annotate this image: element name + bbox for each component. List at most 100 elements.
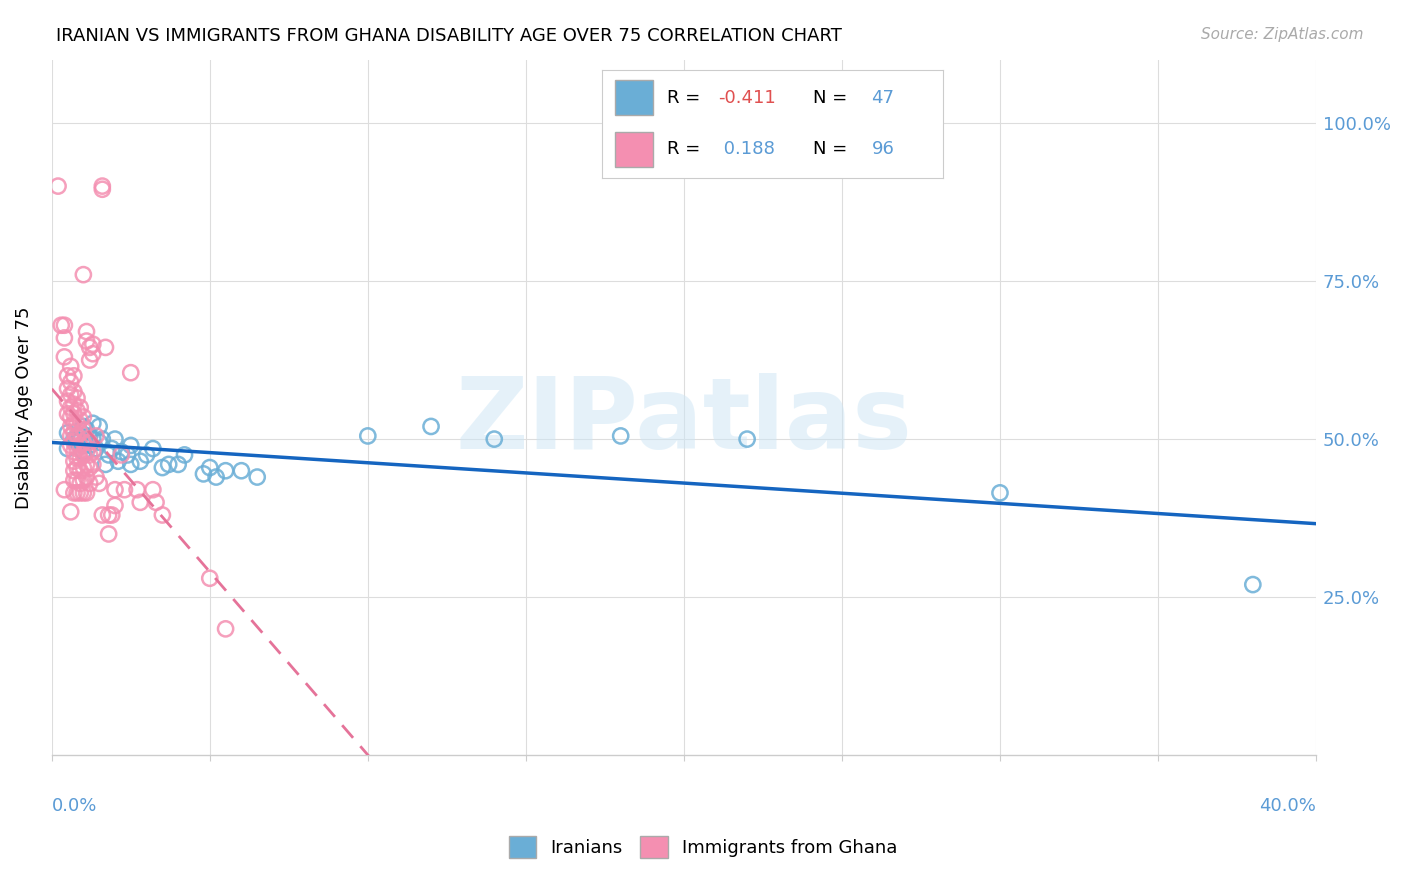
Point [150,460,173,475]
Point [59,438,82,452]
Point [157,458,180,472]
Point [117,448,139,462]
Point [127,483,149,497]
Point [69,429,91,443]
Point [51,318,73,333]
Point [107,454,129,468]
Point [94,340,117,354]
Point [214,464,236,478]
Point [79,460,101,475]
Point [79,429,101,443]
Point [114,483,136,497]
Point [59,359,82,374]
Point [56,407,79,421]
Point [66,473,89,487]
Point [104,432,127,446]
Text: Source: ZipAtlas.com: Source: ZipAtlas.com [1201,27,1364,42]
Point [72,460,94,475]
Point [76,444,98,458]
Point [205,470,228,484]
Point [72,438,94,452]
Point [484,432,506,446]
Point [59,375,82,389]
Point [63,435,86,450]
Point [76,486,98,500]
Point [63,397,86,411]
Point [59,419,82,434]
Point [82,337,104,351]
Point [53,350,76,364]
Point [82,432,104,446]
Point [69,486,91,500]
Point [63,407,86,421]
Text: ZIPatlas: ZIPatlas [456,373,912,470]
Point [69,401,91,415]
Point [135,448,157,462]
Point [145,495,167,509]
Point [104,483,127,497]
Point [72,448,94,462]
Point [69,476,91,491]
Text: IRANIAN VS IMMIGRANTS FROM GHANA DISABILITY AGE OVER 75 CORRELATION CHART: IRANIAN VS IMMIGRANTS FROM GHANA DISABIL… [56,27,842,45]
Point [91,508,114,522]
Point [988,486,1011,500]
Point [76,334,98,348]
Point [56,382,79,396]
Point [63,432,86,446]
Point [129,454,152,468]
Point [79,476,101,491]
Point [76,423,98,437]
Point [63,444,86,458]
Point [46,179,69,194]
Point [110,448,132,462]
Point [609,429,631,443]
Point [76,325,98,339]
Point [120,438,142,452]
Y-axis label: Disability Age Over 75: Disability Age Over 75 [15,306,32,508]
Point [84,442,107,456]
Point [193,467,215,481]
Point [53,331,76,345]
Point [66,451,89,466]
Point [246,470,269,484]
Point [82,417,104,431]
Point [66,486,89,500]
Point [82,347,104,361]
Point [173,448,195,462]
Text: 0.0%: 0.0% [52,797,97,815]
Point [79,353,101,368]
Point [72,419,94,434]
Point [79,435,101,450]
Point [66,442,89,456]
Point [120,366,142,380]
Point [56,442,79,456]
Point [198,460,221,475]
Point [72,486,94,500]
Point [142,483,165,497]
Point [420,419,443,434]
Point [82,458,104,472]
Point [76,432,98,446]
Point [66,417,89,431]
Point [69,451,91,466]
Point [120,458,142,472]
Point [167,458,190,472]
Point [69,438,91,452]
Point [76,458,98,472]
Point [101,442,124,456]
Point [79,448,101,462]
Point [72,268,94,282]
Point [59,505,82,519]
Point [59,401,82,415]
Point [72,435,94,450]
Point [76,470,98,484]
Point [66,403,89,417]
Point [66,435,89,450]
Point [69,413,91,427]
Point [97,448,120,462]
Point [150,508,173,522]
Point [66,429,89,443]
Point [69,464,91,478]
Point [63,368,86,383]
Point [59,388,82,402]
